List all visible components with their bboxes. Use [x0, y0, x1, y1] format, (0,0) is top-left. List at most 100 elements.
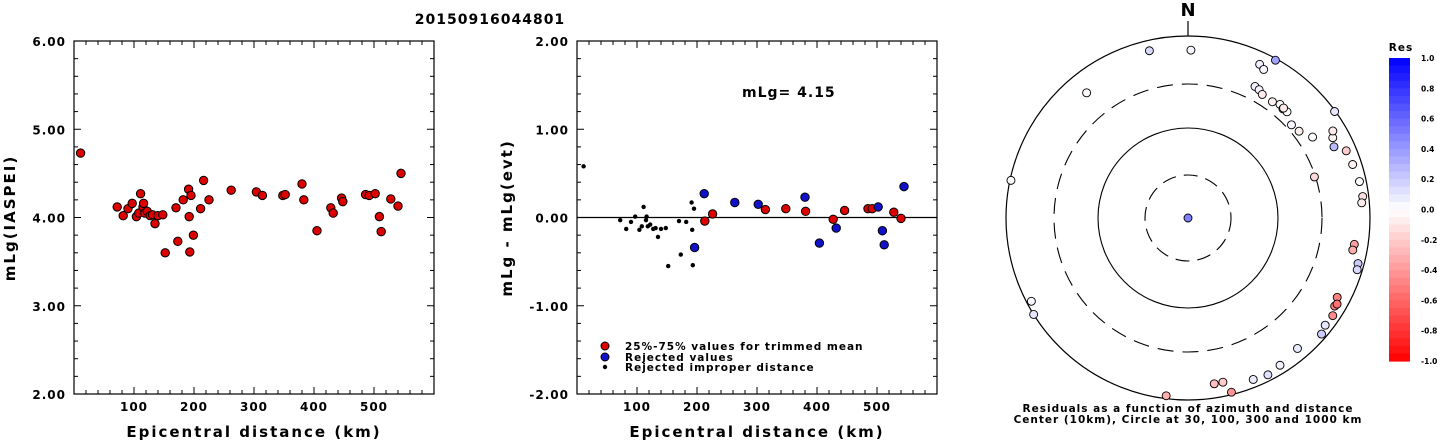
- rejected-point: [831, 223, 841, 233]
- data-point: [393, 201, 403, 211]
- polar-caption-line2: Center (10km), Circle at 30, 100, 300 an…: [1014, 414, 1363, 426]
- station-residual-point: [1355, 177, 1364, 186]
- trimmed-point: [828, 214, 838, 224]
- data-point: [188, 230, 199, 240]
- improper-distance-point: [648, 222, 653, 227]
- colorbar-cell: [1389, 217, 1410, 226]
- station-residual-point: [1341, 146, 1351, 156]
- data-point: [138, 198, 149, 209]
- data-point: [226, 185, 236, 195]
- ring-1000km: [1005, 35, 1371, 401]
- data-point: [257, 190, 268, 201]
- data-point: [135, 188, 146, 199]
- station-residual-point: [1026, 296, 1036, 306]
- rejected-point: [899, 181, 909, 192]
- y-tick-label: 2.00: [32, 388, 66, 402]
- x-tick-label: 300: [240, 400, 268, 414]
- legend-trimmed-marker: [600, 341, 610, 351]
- data-point: [299, 195, 309, 205]
- station-residual-point: [1218, 377, 1228, 387]
- colorbar-cell: [1389, 353, 1410, 362]
- data-point: [386, 194, 396, 204]
- colorbar-tick-label: -0.4: [1421, 266, 1437, 275]
- colorbar-cell: [1389, 201, 1410, 211]
- trimmed-point: [839, 205, 850, 216]
- data-point: [112, 202, 122, 212]
- colorbar-cell: [1389, 209, 1410, 218]
- colorbar-cell: [1389, 330, 1410, 339]
- y-tick-label: -2.00: [529, 388, 569, 402]
- station-residual-point: [1287, 120, 1296, 130]
- azimuth-distance-plot: N Residuals as a function of azimuth and…: [1005, 0, 1371, 426]
- station-residual-point: [1082, 88, 1092, 98]
- station-residual-point: [1183, 213, 1193, 223]
- data-point: [370, 188, 380, 199]
- x-tick-label: 400: [300, 400, 328, 414]
- data-point: [376, 226, 386, 237]
- y-tick-label: 2.00: [535, 35, 569, 49]
- station-residual-point: [1259, 65, 1269, 74]
- data-point: [198, 175, 209, 186]
- data-point: [185, 247, 195, 257]
- colorbar-ticks: 1.0 0.8 0.6 0.4 0.2 0.0 -0.2 -0.4 -0.6 -0.8 -1.0: [1421, 54, 1437, 366]
- north-label: N: [1180, 0, 1195, 21]
- colorbar-cell: [1389, 88, 1410, 97]
- data-point: [374, 211, 385, 222]
- improper-distance-point: [641, 204, 646, 210]
- plot2-y-axis-label: mLg - mLg(evt): [498, 139, 516, 296]
- improper-distance-point: [643, 217, 649, 223]
- trimmed-point: [700, 216, 710, 226]
- improper-distance-point: [689, 200, 694, 205]
- station-residual-point: [1329, 142, 1339, 152]
- x-tick-label: 200: [180, 400, 208, 414]
- legend-rejected-label: Rejected values: [625, 352, 734, 364]
- data-point: [160, 248, 170, 258]
- legend-trimmed-label: 25%-75% values for trimmed mean: [625, 341, 864, 353]
- data-point: [186, 190, 196, 201]
- plot2-x-axis-label: Epicentral distance (km): [629, 423, 884, 441]
- data-point: [173, 236, 183, 247]
- improper-distance-point: [691, 206, 697, 211]
- colorbar-cell: [1389, 118, 1410, 127]
- station-residual-point: [1275, 360, 1285, 370]
- colorbar-cell: [1389, 186, 1410, 195]
- colorbar-cell: [1389, 65, 1410, 74]
- rejected-point: [730, 197, 740, 208]
- colorbar-cell: [1389, 95, 1410, 105]
- colorbar-cell: [1389, 277, 1410, 286]
- rejected-point: [689, 242, 700, 253]
- colorbar-cell: [1389, 126, 1410, 135]
- improper-distance-point: [666, 263, 671, 269]
- colorbar-cell: [1389, 232, 1410, 241]
- colorbar-cell: [1389, 58, 1410, 67]
- y-tick-label: 4.00: [32, 212, 66, 226]
- colorbar-tick-label: 0.2: [1421, 175, 1434, 184]
- rejected-point: [814, 238, 825, 248]
- trimmed-point: [896, 213, 906, 224]
- colorbar-cell: [1389, 345, 1410, 355]
- improper-distance-point: [624, 226, 629, 232]
- station-residual-point: [1226, 387, 1236, 397]
- residual-colorbar: Res 1.0 0.8 0.6 0.4 0.2 0.0 -0.2 -0.4 -0.6 -0.8 -1…: [1389, 42, 1437, 366]
- improper-distance-point: [639, 224, 644, 229]
- polar-points: [1006, 45, 1368, 401]
- station-residual-point: [1144, 46, 1154, 56]
- rejected-point: [877, 226, 888, 236]
- station-residual-point: [1006, 175, 1016, 185]
- colorbar-cell: [1389, 133, 1410, 142]
- colorbar-tick-label: 1.0: [1421, 54, 1434, 63]
- data-point: [338, 196, 348, 207]
- colorbar-cell: [1389, 270, 1410, 279]
- colorbar-tick-label: -0.8: [1421, 327, 1437, 336]
- x-tick-label: 500: [863, 400, 891, 414]
- station-residual-point: [1257, 89, 1267, 99]
- data-point: [150, 218, 160, 229]
- data-point: [127, 198, 137, 209]
- rejected-point: [800, 192, 810, 202]
- improper-distance-point: [653, 225, 658, 231]
- colorbar-cell: [1389, 80, 1410, 89]
- colorbar-cell: [1389, 292, 1410, 301]
- station-residual-point: [1209, 379, 1219, 389]
- station-residual-point: [1332, 299, 1342, 309]
- plot1-points: [75, 148, 406, 258]
